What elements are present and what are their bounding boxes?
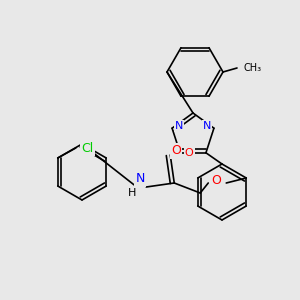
Text: N: N (136, 172, 145, 185)
Text: O: O (185, 148, 194, 158)
Text: H: H (128, 188, 136, 198)
Text: N: N (175, 121, 183, 131)
Text: O: O (211, 175, 221, 188)
Text: N: N (203, 121, 211, 131)
Text: CH₃: CH₃ (244, 63, 262, 73)
Text: Cl: Cl (82, 142, 94, 154)
Text: O: O (171, 145, 181, 158)
